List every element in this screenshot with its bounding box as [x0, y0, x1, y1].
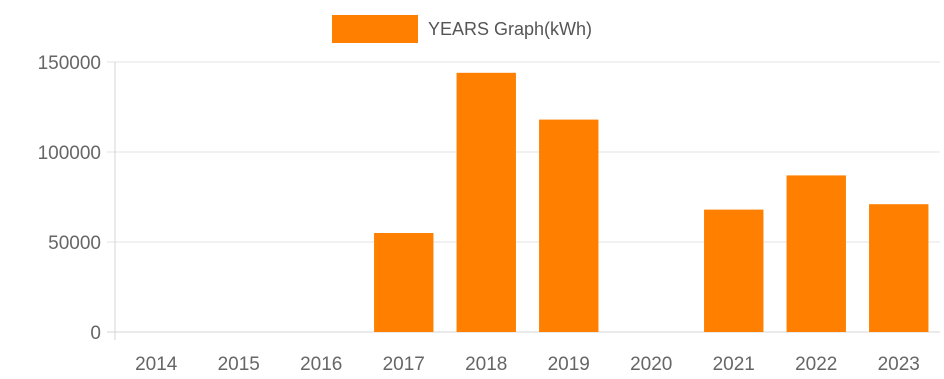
bar-2019[interactable] — [539, 120, 598, 332]
x-tick-label: 2023 — [878, 354, 920, 375]
x-tick-label: 2019 — [548, 354, 590, 375]
bar-2018[interactable] — [457, 73, 516, 332]
bar-2017[interactable] — [374, 233, 433, 332]
x-tick-label: 2014 — [135, 354, 178, 375]
legend-label[interactable]: YEARS Graph(kWh) — [428, 19, 592, 39]
y-axis-tick-labels: 0 50000 100000 150000 — [38, 53, 101, 344]
x-tick-label: 2015 — [218, 354, 260, 375]
x-tick-label: 2021 — [713, 354, 755, 375]
bar-2021[interactable] — [704, 210, 763, 332]
x-tick-label: 2022 — [795, 354, 837, 375]
x-axis-tick-labels: 2014 2015 2016 2017 2018 2019 2020 2021 2022 2023 — [135, 354, 920, 375]
y-tick-label: 50000 — [48, 233, 101, 254]
bar-2022[interactable] — [787, 175, 846, 332]
y-tick-label: 150000 — [38, 53, 101, 74]
x-tick-label: 2020 — [630, 354, 672, 375]
y-tick-label: 100000 — [38, 143, 101, 164]
y-tick-label: 0 — [90, 323, 101, 344]
bar-2023[interactable] — [869, 204, 928, 332]
legend[interactable]: YEARS Graph(kWh) — [332, 15, 592, 43]
x-tick-label: 2018 — [465, 354, 507, 375]
x-tick-label: 2016 — [300, 354, 342, 375]
bars — [374, 73, 928, 332]
legend-swatch[interactable] — [332, 15, 418, 43]
x-tick-label: 2017 — [383, 354, 425, 375]
